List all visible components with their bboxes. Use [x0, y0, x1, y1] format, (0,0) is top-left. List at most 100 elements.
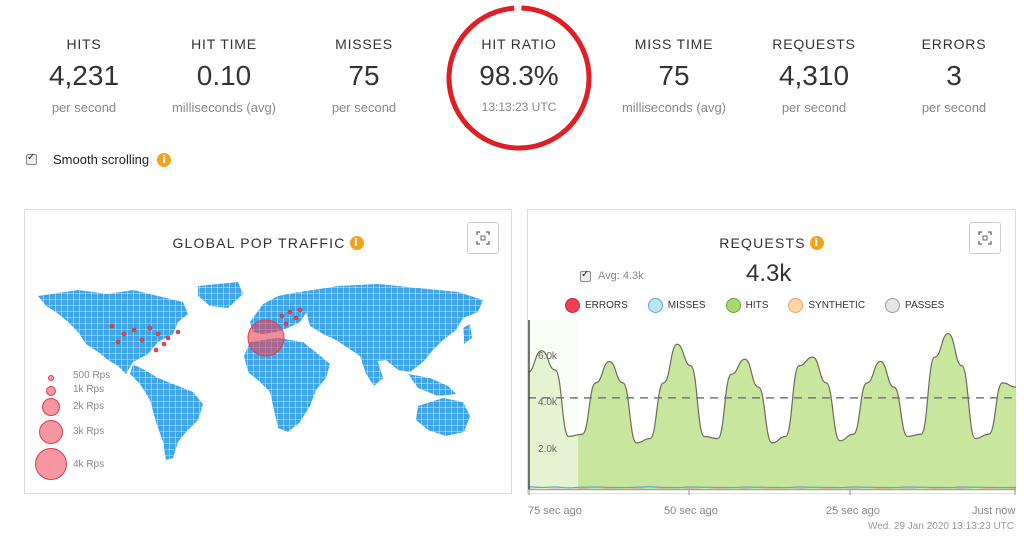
stat-misses: MISSES 75 per second: [294, 36, 434, 115]
pop-bubble-europe[interactable]: [247, 319, 285, 357]
legend-item-synthetic[interactable]: SYNTHETIC: [788, 298, 865, 313]
stat-hit-time: HIT TIME 0.10 milliseconds (avg): [154, 36, 294, 115]
pop-dot[interactable]: [165, 335, 171, 341]
current-requests-value: 4.3k: [746, 260, 792, 287]
pop-dot[interactable]: [161, 341, 167, 347]
y-tick-label: 2.0k: [538, 444, 557, 455]
stat-hits: HITS 4,231 per second: [14, 36, 154, 115]
landmass-japan: [463, 324, 472, 344]
stat-label: MISSES: [335, 36, 393, 52]
series-legend: ERRORS MISSES HITS SYNTHETIC PASSES: [565, 298, 944, 313]
legend-bubble: [35, 448, 67, 480]
stat-label: MISS TIME: [634, 36, 714, 52]
map-panel-title: GLOBAL POP TRAFFIC i: [24, 235, 512, 251]
chart-fade-overlay: [528, 320, 578, 490]
expand-map-button[interactable]: [467, 222, 499, 254]
legend-swatch: [565, 298, 580, 313]
landmass-asia: [300, 284, 483, 372]
stat-value: 98.3%: [479, 60, 559, 91]
stat-miss-time: MISS TIME 75 milliseconds (avg): [604, 36, 744, 115]
pop-dot[interactable]: [115, 339, 121, 345]
landmass-africa: [244, 338, 330, 432]
legend-label: MISSES: [667, 300, 706, 311]
stat-sub: per second: [781, 100, 847, 115]
stat-sub: milliseconds (avg): [171, 100, 277, 115]
legend-label: SYNTHETIC: [808, 300, 866, 311]
landmass-india: [360, 356, 383, 386]
y-tick-label: 4.0k: [538, 397, 557, 408]
map-title-text: GLOBAL POP TRAFFIC: [172, 235, 346, 251]
legend-item-errors[interactable]: ERRORS: [565, 298, 628, 313]
pop-dot[interactable]: [147, 325, 153, 331]
stat-value: 4,231: [48, 60, 120, 91]
stat-label: REQUESTS: [772, 36, 856, 52]
legend-label: 1k Rps: [73, 384, 105, 395]
info-icon[interactable]: i: [809, 236, 824, 250]
smooth-scrolling-checkbox[interactable]: [26, 152, 37, 165]
pop-dot[interactable]: [297, 307, 303, 313]
avg-label: Avg: 4.3k: [598, 270, 644, 282]
stat-hit-ratio: HIT RATIO 98.3% 13:13:23 UTC: [449, 36, 589, 114]
stat-sub: per second: [51, 100, 117, 115]
avg-checkbox[interactable]: [580, 269, 591, 282]
stat-value: 3: [946, 60, 962, 91]
pop-dot[interactable]: [109, 323, 115, 329]
legend-label: 4k Rps: [73, 459, 105, 470]
requests-title-text: REQUESTS: [719, 235, 806, 251]
requests-panel-title: REQUESTS i: [527, 235, 1016, 251]
landmass-australia: [416, 398, 470, 436]
legend-label: 2k Rps: [73, 401, 105, 412]
pop-dot[interactable]: [283, 321, 289, 327]
legend-item-hits[interactable]: HITS: [725, 298, 769, 313]
stat-label: HIT TIME: [191, 36, 257, 52]
legend-bubble: [42, 398, 60, 416]
pop-dot[interactable]: [139, 337, 145, 343]
landmass-south-america: [130, 364, 203, 460]
pop-dot[interactable]: [279, 313, 285, 319]
legend-item-passes[interactable]: PASSES: [885, 298, 944, 313]
x-tick-label: 50 sec ago: [664, 505, 718, 517]
stat-value: 4,310: [778, 60, 850, 91]
stat-value: 75: [658, 60, 690, 91]
smooth-scrolling-toggle[interactable]: Smooth scrolling i: [26, 152, 172, 167]
pop-dot[interactable]: [293, 315, 299, 321]
stat-sub: per second: [331, 100, 397, 115]
stat-label: ERRORS: [921, 36, 987, 52]
info-icon[interactable]: i: [349, 236, 364, 250]
legend-label: 500 Rps: [73, 370, 111, 381]
world-map[interactable]: [38, 282, 498, 462]
pop-dot[interactable]: [153, 347, 159, 353]
legend-swatch: [647, 298, 663, 313]
requests-chart[interactable]: [528, 320, 1016, 496]
pop-dot[interactable]: [155, 331, 161, 337]
landmass-greenland: [198, 282, 243, 308]
stat-value: 0.10: [196, 60, 252, 91]
stat-sub: 13:13:23 UTC: [481, 100, 557, 114]
x-tick-label: Just now: [972, 505, 1016, 517]
pop-dot[interactable]: [121, 331, 127, 337]
pop-dot[interactable]: [131, 327, 137, 333]
expand-icon: [978, 231, 992, 245]
legend-swatch: [725, 298, 741, 313]
stat-label: HITS: [66, 36, 102, 52]
x-tick-label: 75 sec ago: [528, 505, 582, 517]
expand-requests-button[interactable]: [969, 222, 1001, 254]
stat-sub: milliseconds (avg): [621, 100, 727, 115]
smooth-scrolling-label: Smooth scrolling: [53, 152, 150, 167]
stat-label: HIT RATIO: [481, 36, 557, 52]
chart-timestamp: Wed. 29 Jan 2020 13:13:23 UTC: [867, 521, 1014, 532]
expand-icon: [476, 231, 490, 245]
legend-bubble: [48, 375, 54, 381]
info-icon[interactable]: i: [157, 152, 172, 167]
pop-dot[interactable]: [175, 329, 181, 335]
stat-value: 75: [348, 60, 380, 91]
misses-line: [528, 486, 1016, 489]
stat-sub: per second: [921, 100, 987, 115]
legend-label: HITS: [745, 300, 769, 311]
stats-bar: HITS 4,231 per second HIT TIME 0.10 mill…: [0, 0, 1024, 151]
legend-item-misses[interactable]: MISSES: [647, 298, 706, 313]
avg-toggle[interactable]: Avg: 4.3k: [580, 269, 644, 282]
pop-dot[interactable]: [287, 309, 293, 315]
x-tick-label: 25 sec ago: [826, 505, 880, 517]
hits-area[interactable]: [528, 333, 1016, 490]
